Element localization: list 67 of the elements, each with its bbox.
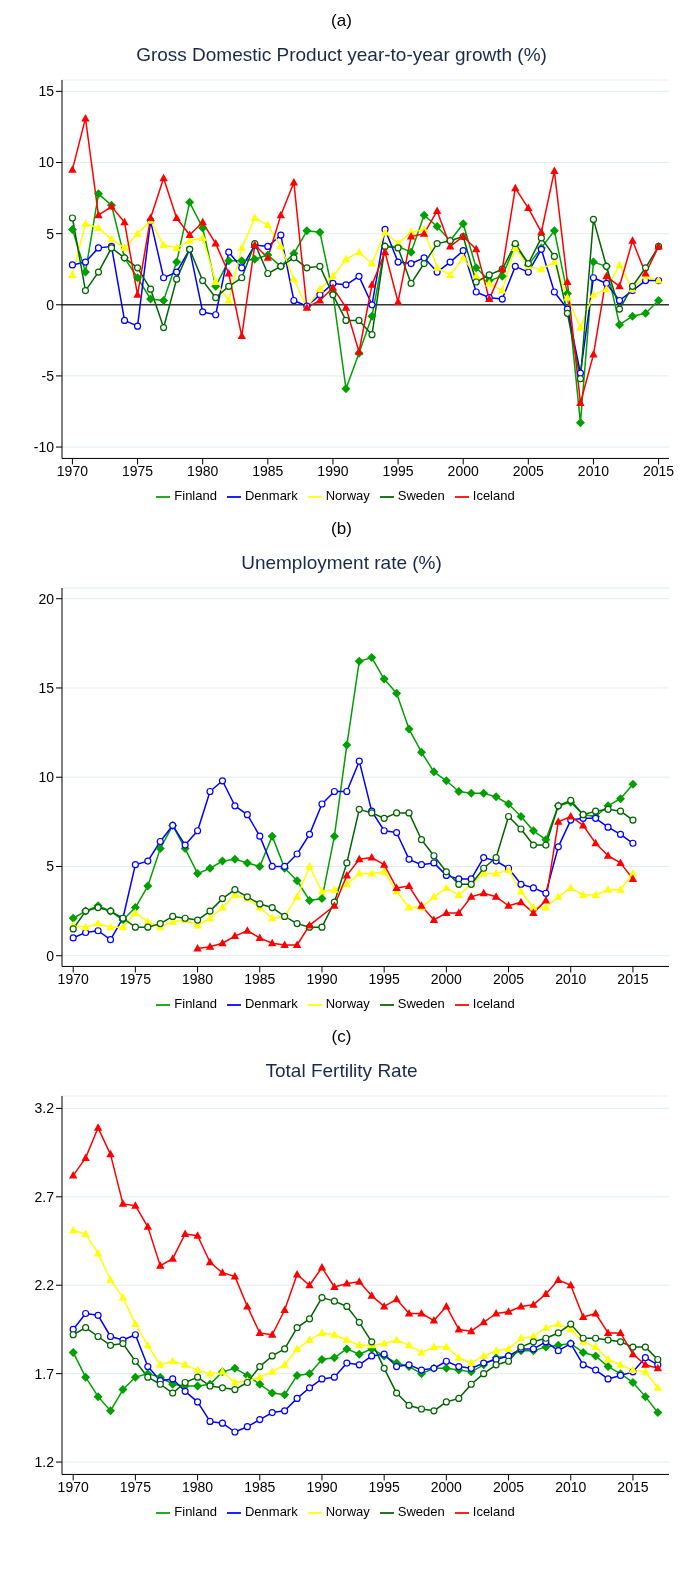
x-tick-label: 1970	[56, 463, 89, 480]
x-tick-label: 1975	[119, 1479, 152, 1496]
legend-label: Finland	[174, 488, 217, 504]
chart-title: Gross Domestic Product year-to-year growth (%)	[135, 43, 548, 67]
x-tick-label: 1975	[121, 463, 154, 480]
x-tick-label: 2015	[617, 971, 649, 988]
x-tick-label: 1985	[244, 1479, 276, 1496]
x-tick-label: 1970	[57, 971, 89, 988]
legend-label: Denmark	[244, 996, 298, 1012]
x-tick-label: 2010	[555, 971, 587, 988]
legend-label: Sweden	[397, 488, 445, 504]
x-tick-label: 2005	[512, 463, 545, 480]
x-tick-label: 2005	[492, 971, 525, 988]
legend-label: Finland	[174, 1504, 217, 1520]
chart-subtitle: (b)	[330, 518, 353, 540]
legend-label: Iceland	[472, 488, 515, 504]
y-tick-label: 2.2	[34, 1277, 55, 1294]
x-tick-label: 2000	[430, 971, 463, 988]
x-tick-label: 1980	[182, 1479, 214, 1496]
chart-subtitle: (a)	[330, 10, 353, 32]
x-tick-label: 1985	[252, 463, 284, 480]
y-tick-label: 15	[38, 83, 55, 100]
x-tick-label: 1995	[382, 463, 414, 480]
y-tick-label: 10	[38, 769, 55, 786]
y-tick-label: 1.7	[34, 1365, 55, 1382]
legend-label: Norway	[325, 1504, 370, 1520]
legend-label: Sweden	[397, 1504, 445, 1520]
y-tick-label: 10	[38, 154, 55, 171]
y-tick-label: 5	[46, 858, 55, 875]
legend-label: Denmark	[244, 488, 298, 504]
y-tick-label: -10	[33, 439, 55, 456]
chart-subtitle: (c)	[330, 1026, 353, 1048]
legend-label: Finland	[174, 996, 217, 1012]
x-tick-label: 1970	[57, 1479, 89, 1496]
x-tick-label: 1980	[182, 971, 214, 988]
x-tick-label: 1985	[244, 971, 276, 988]
y-tick-label: 20	[38, 590, 55, 607]
x-tick-label: 2015	[643, 463, 675, 480]
legend-label: Iceland	[472, 996, 515, 1012]
legend-label: Iceland	[472, 1504, 515, 1520]
x-tick-label: 1980	[187, 463, 219, 480]
y-tick-label: -5	[41, 367, 55, 384]
y-tick-label: 2.7	[34, 1188, 55, 1205]
x-tick-label: 2005	[492, 1479, 525, 1496]
chart-title: Total Fertility Rate	[264, 1059, 419, 1083]
y-tick-label: 15	[38, 679, 55, 696]
chart-title: Unemployment rate (%)	[240, 551, 443, 575]
x-tick-label: 1995	[368, 1479, 400, 1496]
x-tick-label: 1995	[368, 971, 400, 988]
y-tick-label: 5	[46, 225, 55, 242]
legend-label: Norway	[325, 996, 370, 1012]
x-tick-label: 2000	[447, 463, 479, 480]
x-tick-label: 1990	[306, 971, 338, 988]
x-tick-label: 1990	[317, 463, 349, 480]
y-tick-label: 0	[46, 947, 55, 964]
x-tick-label: 2000	[430, 1479, 463, 1496]
x-tick-label: 1990	[306, 1479, 338, 1496]
legend-label: Denmark	[244, 1504, 298, 1520]
y-tick-label: 0	[46, 296, 55, 313]
y-tick-label: 1.2	[34, 1454, 55, 1471]
y-tick-label: 3.2	[34, 1100, 55, 1117]
legend-label: Sweden	[397, 996, 445, 1012]
x-tick-label: 2015	[617, 1479, 649, 1496]
x-tick-label: 2010	[555, 1479, 587, 1496]
x-tick-label: 1975	[119, 971, 152, 988]
legend-label: Norway	[325, 488, 370, 504]
x-tick-label: 2010	[577, 463, 610, 480]
